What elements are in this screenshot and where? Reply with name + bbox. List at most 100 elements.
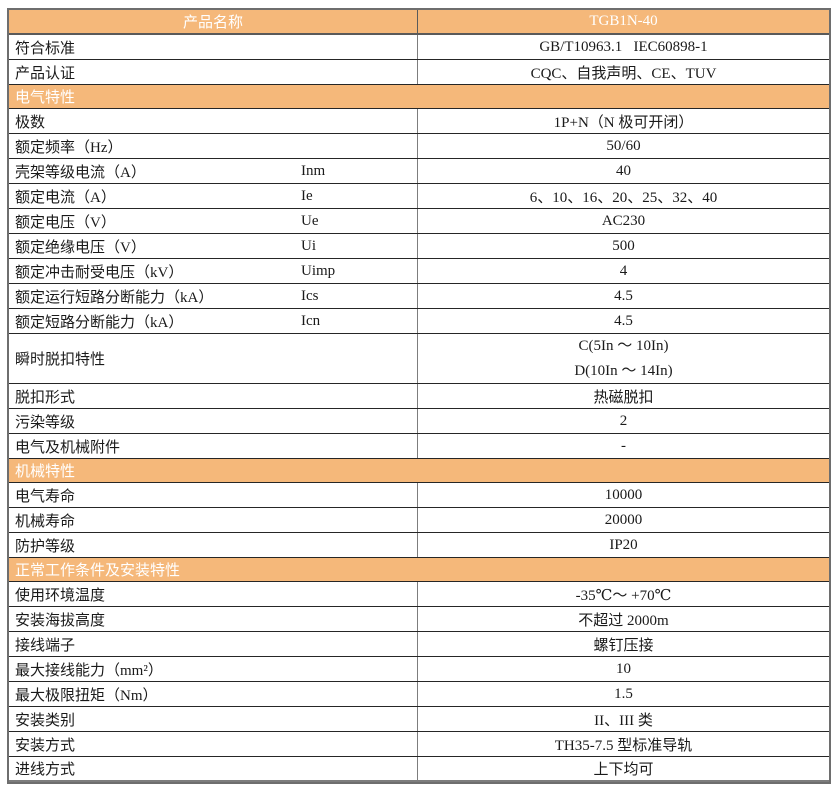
spec-value-cell: 1P+N（N 极可开闭） (553, 114, 694, 131)
spec-label-cell: 安装方式 (9, 732, 418, 756)
spec-label-cell: 电气寿命 (9, 483, 418, 507)
spec-label: 产品认证 (15, 65, 76, 82)
spec-value-cell: 500 (612, 237, 635, 254)
spec-label: 使用环境温度 (15, 587, 106, 604)
spec-value-cell: 热磁脱扣 (593, 389, 654, 406)
spec-row: 产品认证 CQC、自我声明、CE、TUV (9, 60, 829, 85)
spec-label: 安装类别 (15, 712, 76, 729)
spec-label: 安装海拔高度 (15, 612, 106, 629)
spec-value-cell: II、III 类 (594, 712, 653, 729)
spec-label-cell: 最大接线能力（mm²） (9, 657, 418, 681)
spec-row: 脱扣形式 热磁脱扣 (9, 384, 829, 409)
spec-row: 安装方式 TH35-7.5 型标准导轨 (9, 732, 829, 757)
spec-label: 进线方式 (15, 762, 76, 778)
spec-label-cell: 安装海拔高度 (9, 607, 418, 631)
spec-label-cell: 污染等级 (9, 409, 418, 433)
spec-label-cell: 额定冲击耐受电压（kV） Uimp (9, 259, 418, 283)
spec-row: 额定电流（A） Ie 6、10、16、20、25、32、40 (9, 184, 829, 209)
section-header-row: 电气特性 (9, 85, 829, 109)
spec-label-cell: 符合标准 (9, 35, 418, 59)
spec-label-cell: 额定电流（A） Ie (9, 184, 418, 208)
spec-row: 额定电压（V） Ue AC230 (9, 209, 829, 234)
section-title: 机械特性 (15, 464, 76, 480)
spec-label: 额定冲击耐受电压（kV） (15, 264, 184, 281)
spec-row: 额定频率（Hz） 50/60 (9, 134, 829, 159)
spec-symbol: Ics (301, 287, 319, 304)
spec-symbol: Inm (301, 162, 326, 179)
spec-row: 符合标准 GB/T10963.1 IEC60898-1 (9, 35, 829, 60)
section-header-row: 机械特性 (9, 459, 829, 483)
spec-row: 机械寿命 20000 (9, 508, 829, 533)
spec-value-cell: 上下均可 (593, 762, 654, 778)
spec-label-cell: 进线方式 (9, 757, 418, 780)
spec-label: 污染等级 (15, 414, 76, 431)
spec-symbol: Ue (301, 212, 319, 229)
spec-value-cell: 1.5 (614, 685, 633, 702)
spec-row: 极数 1P+N（N 极可开闭） (9, 109, 829, 134)
spec-label-cell: 电气及机械附件 (9, 434, 418, 458)
spec-label-cell: 额定频率（Hz） (9, 134, 418, 158)
spec-label-cell: 额定绝缘电压（V） Ui (9, 234, 418, 258)
spec-label-cell: 机械寿命 (9, 508, 418, 532)
spec-symbol: Icn (301, 312, 321, 329)
spec-value-cell: 4 (619, 262, 628, 279)
spec-value-cell: 10 (616, 660, 631, 677)
spec-value-cell: -35℃～ +70℃ (575, 587, 672, 604)
spec-row: 电气寿命 10000 (9, 483, 829, 508)
spec-label: 额定电压（V） (15, 214, 116, 231)
spec-label-cell: 脱扣形式 (9, 384, 418, 408)
spec-label-cell: 接线端子 (9, 632, 418, 656)
spec-label-cell: 安装类别 (9, 707, 418, 731)
spec-label: 额定频率（Hz） (15, 139, 123, 156)
spec-value-cell: 不超过 2000m (578, 612, 669, 629)
spec-row: 污染等级 2 (9, 409, 829, 434)
section-title: 电气特性 (15, 90, 76, 106)
spec-label: 极数 (15, 114, 46, 131)
spec-symbol: Ui (301, 237, 316, 254)
spec-value-cell: 4.5 (614, 312, 633, 329)
header-product-name-cell: 产品名称 (9, 10, 418, 33)
spec-label-cell: 瞬时脱扣特性 (9, 334, 418, 383)
spec-row: 额定运行短路分断能力（kA） Ics 4.5 (9, 284, 829, 309)
header-product-model-cell: TGB1N-40 (589, 13, 658, 29)
spec-label: 壳架等级电流（A） (15, 164, 146, 181)
spec-label: 符合标准 (15, 40, 76, 57)
spec-value-cell: IP20 (609, 536, 638, 553)
spec-value-line: D(10In ～ 14In) (574, 362, 673, 379)
spec-label-cell: 极数 (9, 109, 418, 133)
spec-label: 接线端子 (15, 637, 76, 654)
spec-label-cell: 额定电压（V） Ue (9, 209, 418, 233)
spec-value-cell: C(5In ～ 10In) D(10In ～ 14In) (418, 334, 829, 383)
spec-label-cell: 最大极限扭矩（Nm） (9, 682, 418, 706)
spec-label: 机械寿命 (15, 513, 76, 530)
spec-label-cell: 使用环境温度 (9, 582, 418, 606)
spec-label-cell: 防护等级 (9, 533, 418, 557)
spec-row: 壳架等级电流（A） Inm 40 (9, 159, 829, 184)
spec-label: 电气及机械附件 (15, 439, 121, 456)
spec-row: 安装类别 II、III 类 (9, 707, 829, 732)
section-title: 正常工作条件及安装特性 (15, 563, 181, 579)
spec-label: 最大极限扭矩（Nm） (15, 687, 158, 704)
spec-label: 额定绝缘电压（V） (15, 239, 146, 256)
section-header-row: 正常工作条件及安装特性 (9, 558, 829, 582)
spec-row: 最大极限扭矩（Nm） 1.5 (9, 682, 829, 707)
product-spec-table: 产品名称 TGB1N-40 符合标准 GB/T10963.1 IEC60898-1 产品… (7, 8, 831, 784)
spec-label: 防护等级 (15, 538, 76, 555)
spec-row: 安装海拔高度 不超过 2000m (9, 607, 829, 632)
spec-row: 防护等级 IP20 (9, 533, 829, 558)
spec-value-cell: 2 (619, 412, 628, 429)
spec-label: 瞬时脱扣特性 (15, 352, 106, 368)
table-header-row: 产品名称 TGB1N-40 (9, 10, 829, 35)
spec-row: 接线端子 螺钉压接 (9, 632, 829, 657)
spec-value-cell: 20000 (604, 511, 643, 528)
spec-label-cell: 产品认证 (9, 60, 418, 84)
spec-label-cell: 额定短路分断能力（kA） Icn (9, 309, 418, 333)
spec-value-cell: - (621, 437, 626, 454)
spec-value-cell: 4.5 (614, 287, 633, 304)
spec-label: 额定电流（A） (15, 189, 116, 206)
spec-value-line: C(5In ～ 10In) (578, 337, 669, 354)
spec-value-cell: AC230 (601, 212, 646, 229)
spec-value-cell: 10000 (604, 486, 643, 503)
spec-label-cell: 壳架等级电流（A） Inm (9, 159, 418, 183)
spec-value-cell: 6、10、16、20、25、32、40 (529, 189, 718, 206)
